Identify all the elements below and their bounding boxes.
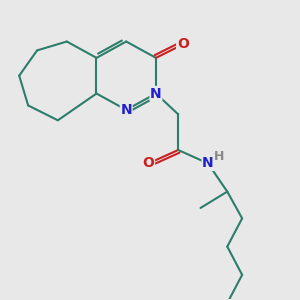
Text: H: H xyxy=(214,150,224,163)
Text: N: N xyxy=(120,103,132,117)
Text: O: O xyxy=(177,38,189,52)
Text: O: O xyxy=(142,156,154,170)
Text: N: N xyxy=(150,86,162,100)
Text: N: N xyxy=(202,156,214,170)
